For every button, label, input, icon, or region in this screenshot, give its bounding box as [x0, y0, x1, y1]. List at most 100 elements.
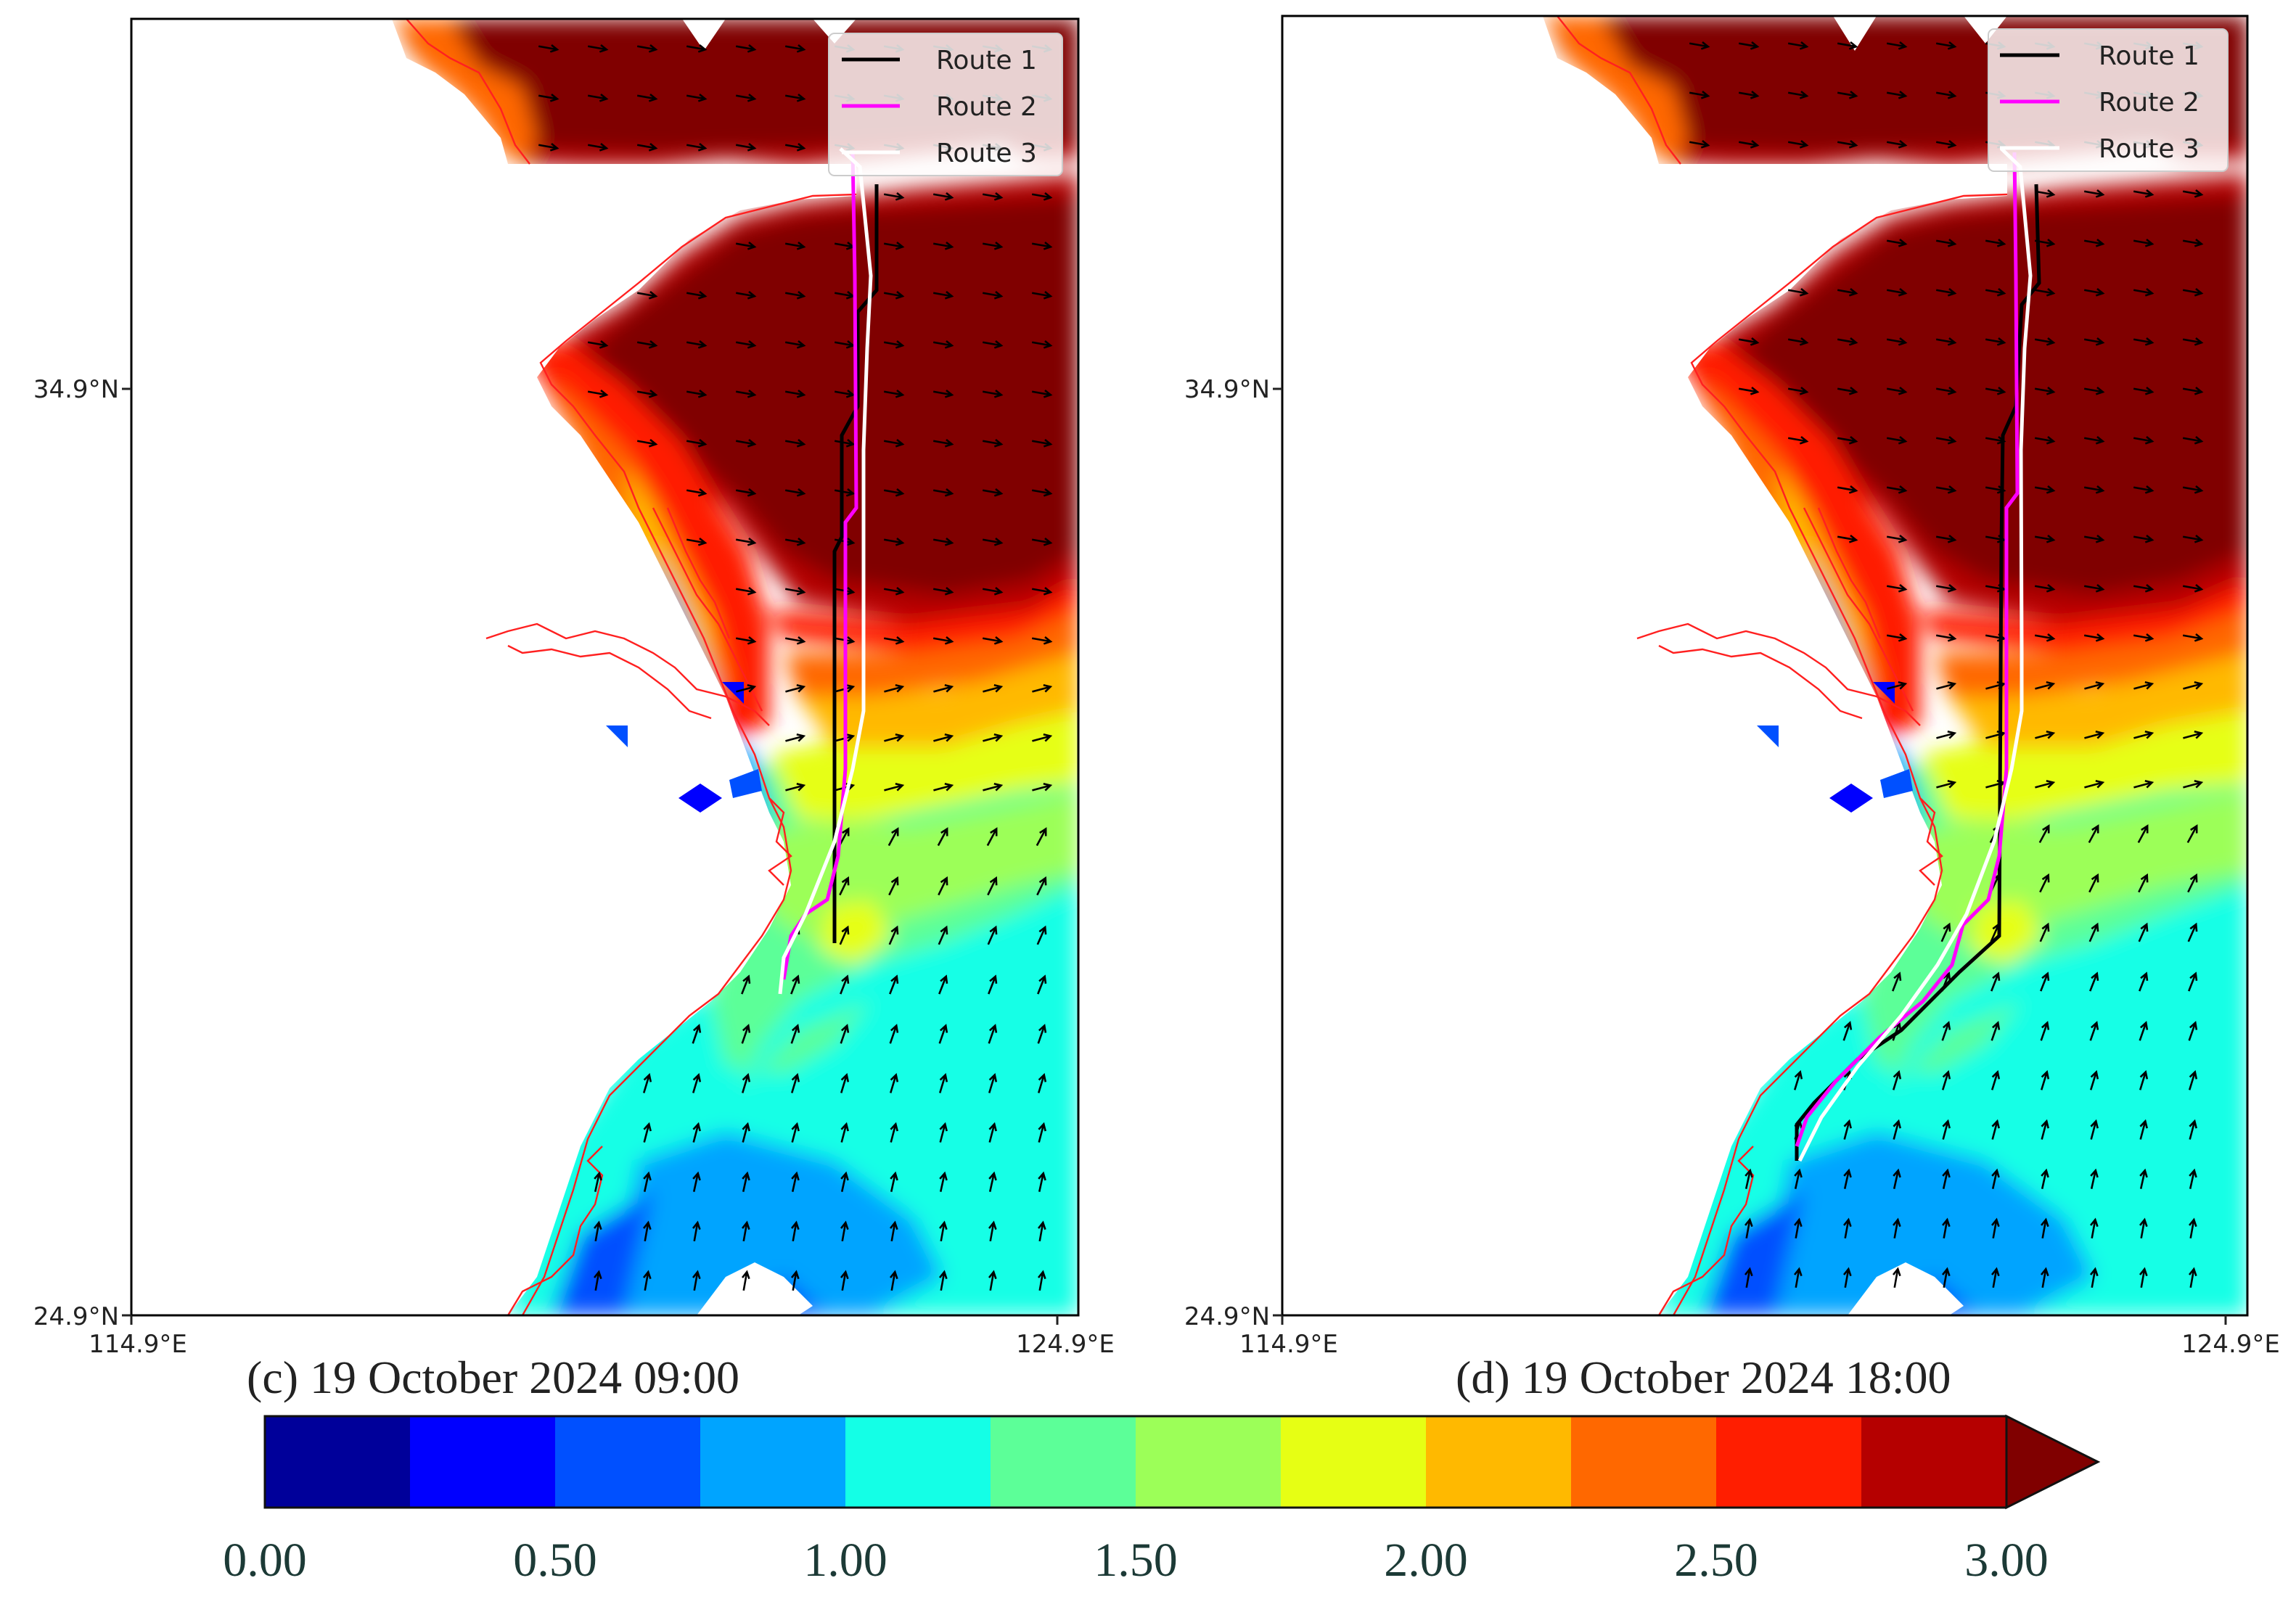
wind-arrow — [1843, 1119, 1852, 1140]
wind-arrow — [1990, 1267, 2000, 1288]
wind-arrow — [1738, 90, 1760, 99]
wind-arrow — [883, 340, 905, 349]
routes-d — [1795, 147, 2041, 1162]
wind-arrow — [932, 192, 954, 201]
wind-arrow — [884, 783, 905, 792]
wind-arrow — [1941, 1069, 1951, 1090]
wind-arrow — [2182, 386, 2204, 395]
wind-arrow — [2039, 873, 2050, 893]
wind-arrow — [2186, 824, 2198, 844]
wind-arrow — [1942, 1168, 1951, 1189]
wind-arrow — [784, 389, 806, 398]
wind-arrow — [735, 488, 757, 497]
wind-arrow — [785, 783, 806, 792]
wind-arrow — [1837, 337, 1858, 346]
wind-arrow — [939, 1122, 948, 1143]
wind-arrow — [2188, 1069, 2198, 1090]
legend-entry-route-3: Route 3 — [2000, 134, 2199, 164]
wind-arrow — [2034, 287, 2056, 297]
wind-arrow — [587, 340, 609, 349]
wind-arrow — [2189, 1217, 2197, 1239]
wind-arrow — [2035, 731, 2056, 739]
routes-c — [778, 147, 879, 995]
wind-arrow — [1837, 435, 1858, 445]
wind-arrow — [1793, 1069, 1803, 1090]
wind-arrow — [932, 488, 954, 497]
lon-label-left-c: 114.9°E — [89, 1330, 187, 1359]
wind-arrow — [2083, 534, 2105, 543]
wind-arrow — [2133, 337, 2154, 346]
wind-arrow — [643, 1171, 652, 1192]
wind-arrow — [988, 1270, 997, 1291]
wind-arrow — [1738, 337, 1760, 346]
wind-arrow — [1990, 1069, 2001, 1090]
wind-arrow — [883, 389, 905, 398]
wind-arrow — [2034, 435, 2056, 445]
wind-arrow — [938, 1024, 948, 1044]
wind-arrow — [939, 1171, 948, 1192]
wind-arrow — [932, 537, 954, 546]
wind-arrow — [938, 1270, 948, 1291]
wind-arrow — [587, 389, 609, 398]
wind-arrow — [686, 488, 708, 497]
wind-arrow — [784, 44, 806, 53]
wind-arrow — [840, 974, 850, 995]
wind-arrow — [2090, 1168, 2099, 1189]
wind-arrow — [2139, 1267, 2148, 1288]
wind-arrow — [932, 290, 954, 300]
wind-arrow — [883, 488, 905, 497]
svg-text:Route 1: Route 1 — [2099, 41, 2199, 71]
wind-arrow — [883, 290, 905, 300]
wind-arrow — [1837, 287, 1858, 297]
wind-arrow — [1837, 90, 1858, 99]
wind-arrow — [2083, 583, 2105, 593]
wind-arrow — [1935, 337, 1957, 346]
wind-arrow — [2133, 534, 2154, 543]
wind-arrow — [692, 1171, 701, 1192]
colorbar-segment — [1716, 1416, 1861, 1508]
caption-d: (d) 19 October 2024 18:00 — [1456, 1352, 1951, 1403]
wind-arrow — [1892, 1069, 1902, 1090]
wind-arrow — [2133, 435, 2154, 445]
wind-arrow — [1940, 922, 1951, 942]
wind-arrow — [1787, 41, 1809, 50]
wind-arrow — [1893, 1217, 1901, 1239]
wind-arrow — [784, 488, 806, 497]
wind-arrow — [1036, 876, 1047, 896]
wind-arrow — [1935, 534, 1957, 543]
lon-label-right-c: 124.9°E — [1016, 1330, 1115, 1359]
wind-arrow — [1886, 386, 1908, 395]
wind-arrow — [1942, 1119, 1951, 1140]
wind-arrow — [834, 340, 856, 349]
wind-arrow — [1744, 1217, 1753, 1239]
colorbar-segment — [1571, 1416, 1716, 1508]
wind-arrow — [1038, 1171, 1046, 1192]
wind-arrow — [636, 44, 658, 53]
wind-arrow — [889, 1270, 898, 1291]
wind-arrow — [889, 974, 899, 995]
wind-arrow — [1935, 435, 1957, 445]
wind-arrow — [1942, 1217, 1951, 1239]
wind-arrow — [2133, 189, 2154, 198]
legend-entry-route-1: Route 1 — [2000, 41, 2199, 71]
wind-arrow — [1886, 287, 1908, 297]
legend-entry-route-3: Route 3 — [842, 139, 1037, 168]
wind-arrow — [2089, 1267, 2099, 1288]
wind-arrow — [983, 733, 1004, 742]
wind-arrow — [1991, 1217, 2000, 1239]
wind-arrow — [932, 438, 954, 448]
wind-arrow — [1843, 1168, 1852, 1189]
colorbar-tick-label: 0.50 — [513, 1534, 597, 1587]
wind-arrow — [735, 44, 757, 53]
wind-arrow — [840, 1024, 850, 1044]
wind-arrow — [888, 925, 899, 945]
wind-arrow — [2090, 1119, 2099, 1140]
wind-arrow — [2138, 922, 2149, 942]
wind-arrow — [988, 1220, 997, 1242]
wind-arrow — [2083, 633, 2105, 642]
wind-arrow — [2182, 189, 2204, 198]
wind-arrow — [2089, 1021, 2099, 1041]
map-frame-d — [1281, 15, 2249, 1317]
wind-arrow — [2133, 287, 2154, 297]
wind-arrow — [1031, 438, 1053, 448]
